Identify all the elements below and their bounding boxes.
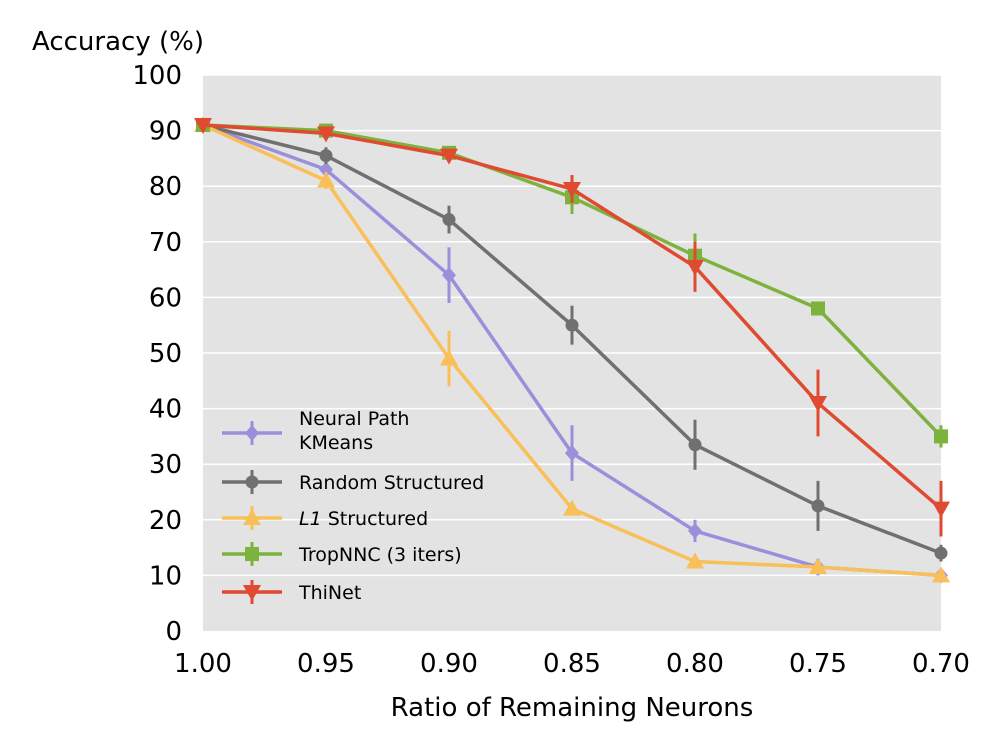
data-point (811, 301, 825, 316)
x-tick-label: 0.90 (420, 649, 478, 679)
x-axis-ticks: 1.00 0.95 0.90 0.85 0.80 0.75 0.70 (174, 649, 970, 679)
data-point (442, 213, 456, 227)
y-tick-label: 90 (149, 117, 182, 147)
y-tick-label: 40 (149, 395, 182, 425)
legend-label: Neural Path (299, 408, 409, 430)
data-point (563, 499, 581, 516)
data-point (809, 558, 827, 575)
y-tick-label: 70 (149, 228, 182, 258)
data-point (563, 181, 581, 198)
data-point (688, 438, 702, 452)
series (194, 118, 950, 537)
data-point (932, 501, 950, 518)
series (194, 116, 950, 583)
x-tick-label: 0.95 (297, 649, 355, 679)
data-point (317, 171, 335, 188)
data-point (440, 148, 458, 165)
data-point (932, 566, 950, 583)
series-layer (194, 116, 950, 584)
series (196, 118, 948, 562)
legend-label: ThiNet (298, 582, 361, 604)
legend-label-italic: L1 (299, 508, 322, 530)
legend-swatch-marker (245, 547, 259, 561)
legend-swatch-marker (245, 475, 259, 489)
y-tick-label: 10 (149, 561, 182, 591)
legend-label-rest: Structured (322, 508, 429, 530)
data-point (686, 259, 704, 276)
data-point (565, 445, 579, 462)
x-tick-label: 1.00 (174, 649, 232, 679)
legend-label: KMeans (299, 432, 373, 454)
data-point (565, 318, 579, 332)
data-point (442, 267, 456, 284)
y-tick-label: 80 (149, 172, 182, 202)
legend-label: L1 Structured (299, 508, 428, 530)
x-tick-label: 0.75 (789, 649, 847, 679)
legend-swatch-marker (245, 425, 259, 441)
y-tick-label: 50 (149, 339, 182, 369)
data-point (317, 126, 335, 143)
y-tick-label: 30 (149, 450, 182, 480)
x-axis-title: Ratio of Remaining Neurons (391, 693, 754, 723)
x-tick-label: 0.85 (543, 649, 601, 679)
legend-swatch-marker (243, 585, 261, 601)
legend-label: Random Structured (299, 472, 484, 494)
data-point (319, 161, 333, 178)
data-point (809, 396, 827, 413)
data-point (688, 522, 702, 539)
data-point (440, 349, 458, 366)
y-axis-ticks: 0 10 20 30 40 50 60 70 80 90 100 (132, 61, 182, 647)
data-point (811, 499, 825, 513)
data-point (194, 118, 212, 135)
y-tick-label: 20 (149, 506, 182, 536)
data-point (686, 552, 704, 569)
legend-swatch-marker (243, 509, 261, 525)
data-point (934, 429, 948, 444)
y-axis-title: Accuracy (%) (32, 27, 204, 57)
legend-label: TropNNC (3 iters) (298, 544, 462, 566)
y-tick-label: 100 (132, 61, 182, 91)
data-point (319, 149, 333, 163)
x-tick-label: 0.70 (912, 649, 970, 679)
y-tick-label: 0 (165, 617, 182, 647)
y-tick-label: 60 (149, 283, 182, 313)
x-tick-label: 0.80 (666, 649, 724, 679)
data-point (934, 546, 948, 560)
